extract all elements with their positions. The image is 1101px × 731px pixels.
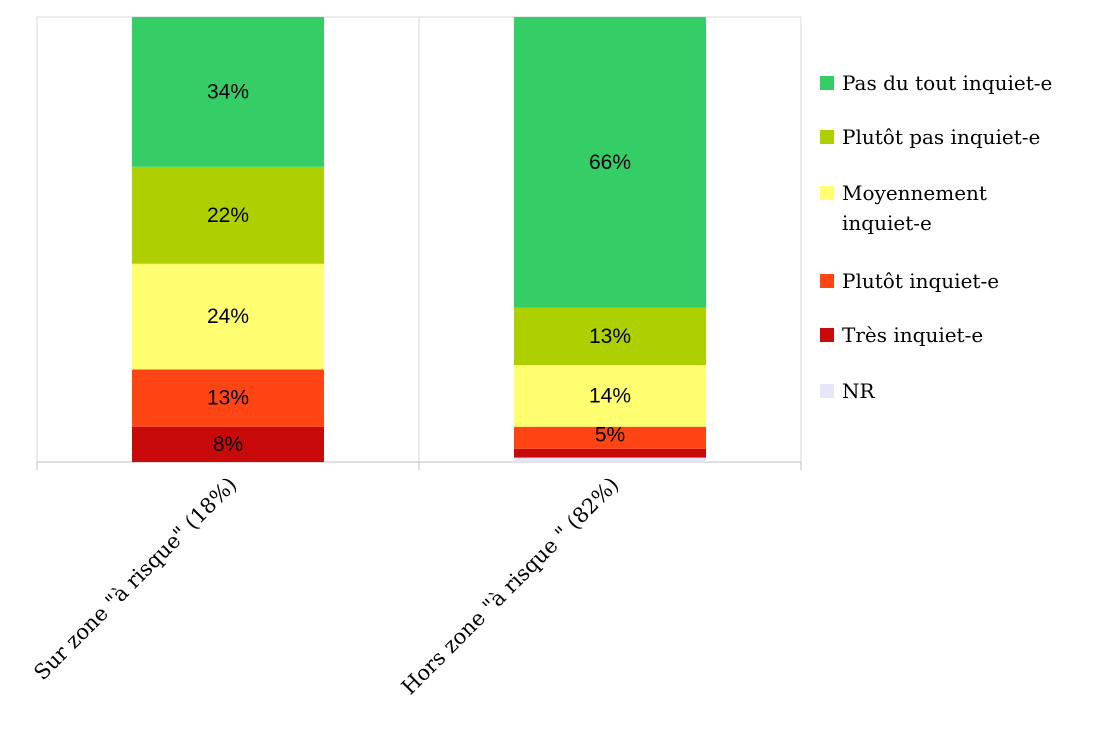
legend-swatch-pas-du-tout: [820, 76, 834, 90]
category-labels-group: Sur zone "à risque" (18%) Hors zone "à ri…: [29, 473, 623, 700]
bar-segment: [132, 426, 324, 462]
bar-segment: [132, 17, 324, 167]
data-label: 66%: [589, 151, 631, 174]
bar-segment: [514, 365, 706, 427]
legend-label-plutot-inquiet: Plutôt inquiet-e: [842, 269, 1000, 293]
data-label: 13%: [207, 387, 249, 410]
data-label: 8%: [213, 433, 243, 456]
data-label: 34%: [207, 80, 249, 103]
bar-segment: [514, 448, 706, 458]
legend-label-plutot-pas: Plutôt pas inquiet-e: [842, 125, 1041, 149]
legend-swatch-plutot-pas: [820, 130, 834, 144]
legend-item-plutot-inquiet: Plutôt inquiet-e: [820, 266, 1101, 296]
category-label: Hors zone "à risque " (82%): [397, 473, 624, 700]
data-label: 5%: [595, 423, 625, 446]
data-label: 22%: [207, 204, 249, 227]
bar-series-group: [132, 17, 706, 462]
bar-segment: [132, 166, 324, 264]
legend-swatch-plutot-inquiet: [820, 274, 834, 288]
bar-segment: [132, 369, 324, 427]
legend-item-plutot-pas: Plutôt pas inquiet-e: [820, 122, 1101, 152]
legend-swatch-tres-inquiet: [820, 328, 834, 342]
legend-swatch-nr: [820, 384, 834, 398]
legend-label-tres-inquiet: Très inquiet-e: [842, 323, 984, 347]
legend-label-pas-du-tout: Pas du tout inquiet-e: [842, 71, 1053, 95]
legend-label-moyennement: Moyennement inquiet-e: [842, 181, 987, 235]
category-label: Sur zone "à risque" (18%): [29, 473, 241, 685]
data-label: 13%: [589, 325, 631, 348]
bar-segment: [514, 307, 706, 366]
bar-segment: [514, 17, 706, 308]
legend-item-tres-inquiet: Très inquiet-e: [820, 320, 1101, 350]
legend-swatch-moyennement: [820, 186, 834, 200]
legend-item-pas-du-tout: Pas du tout inquiet-e: [820, 68, 1101, 98]
legend-item-nr: NR: [820, 376, 1101, 406]
legend-item-moyennement: Moyennement inquiet-e: [820, 178, 1052, 238]
bar-segment: [132, 263, 324, 370]
data-labels-group: 8% 13% 24% 22% 34% 5% 14% 13% 66%: [207, 80, 631, 455]
data-label: 14%: [589, 384, 631, 407]
bar-segment: [514, 457, 706, 462]
legend-label-nr: NR: [842, 379, 875, 403]
bar-segment: [514, 426, 706, 449]
data-label: 24%: [207, 305, 249, 328]
